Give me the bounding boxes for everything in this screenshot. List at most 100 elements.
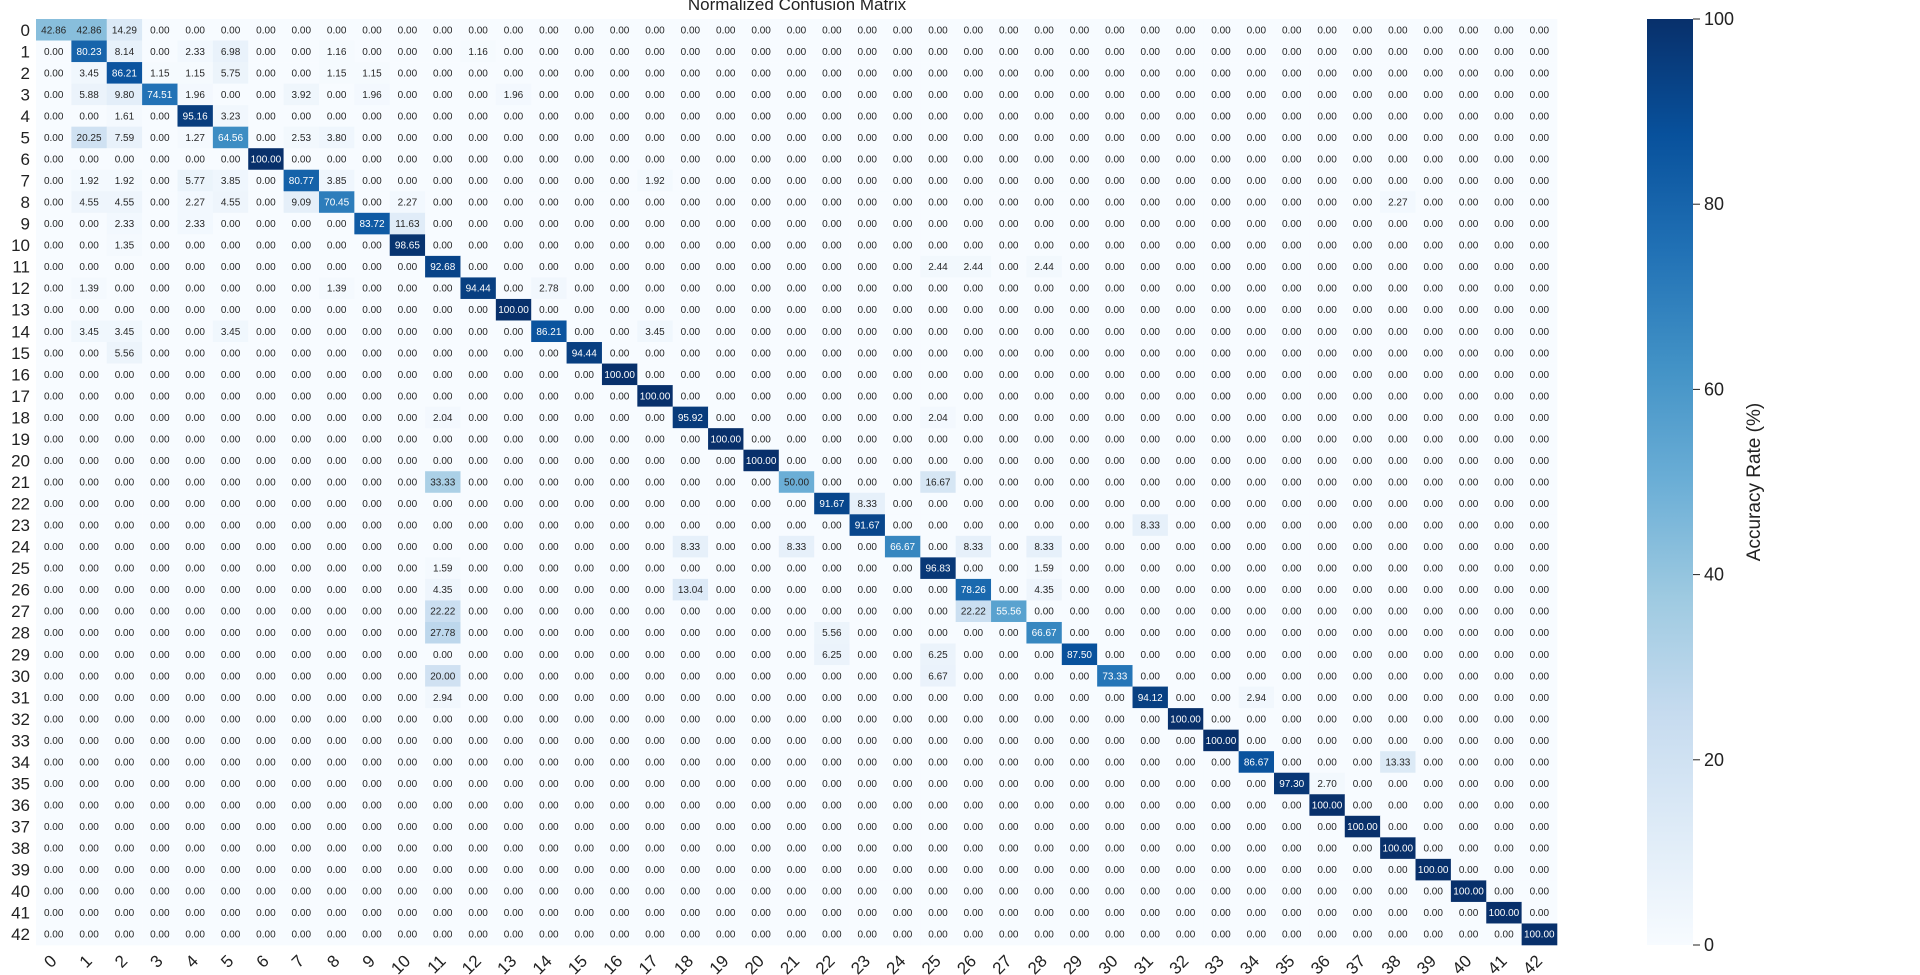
- cell-value-label: 0.00: [716, 671, 736, 682]
- cell-value-label: 0.00: [44, 413, 64, 424]
- cell-value-label: 0.00: [893, 413, 913, 424]
- cell-value-label: 0.00: [1494, 714, 1514, 725]
- cell-value-label: 0.00: [433, 198, 453, 209]
- cell-value-label: 0.00: [398, 90, 418, 101]
- heatmap-cell: [1344, 126, 1381, 149]
- heatmap-cell: [920, 148, 956, 171]
- cell-value-label: 0.00: [1494, 478, 1514, 489]
- cell-value-label: 0.00: [822, 413, 842, 424]
- cell-value-label: 0.00: [1247, 327, 1267, 338]
- cell-value-label: 0.00: [468, 90, 488, 101]
- cell-value-label: 0.00: [1140, 585, 1160, 596]
- cell-value-label: 0.00: [681, 154, 701, 165]
- heatmap-cell: [1026, 126, 1063, 149]
- cell-value-label: 0.00: [1388, 542, 1408, 553]
- cell-value-label: 0.00: [433, 908, 453, 919]
- cell-value-label: 80.23: [77, 47, 102, 58]
- cell-value-label: 0.00: [1282, 564, 1302, 575]
- cell-value-label: 0.00: [398, 68, 418, 79]
- cell-value-label: 0.00: [1176, 133, 1196, 144]
- heatmap-cell: [1486, 191, 1522, 214]
- cell-value-label: 0.00: [1176, 628, 1196, 639]
- cell-value-label: 0.00: [681, 801, 701, 812]
- cell-value-label: 0.00: [115, 714, 135, 725]
- cell-value-label: 87.50: [1067, 650, 1092, 661]
- heatmap-cell: [672, 19, 709, 41]
- cell-value-label: 0.00: [398, 585, 418, 596]
- cell-value-label: 0.00: [1530, 779, 1550, 790]
- cell-value-label: 8.33: [787, 542, 807, 553]
- heatmap-cell: [1203, 148, 1239, 171]
- cell-value-label: 0.00: [610, 284, 630, 295]
- cell-value-label: 0.00: [1494, 413, 1514, 424]
- row-tick-label: 3: [21, 85, 30, 104]
- cell-value-label: 0.00: [327, 801, 347, 812]
- cell-value-label: 0.00: [1317, 90, 1337, 101]
- cell-value-label: 0.00: [1211, 305, 1231, 316]
- cell-value-label: 0.00: [751, 478, 771, 489]
- heatmap-cell: [212, 191, 249, 214]
- cell-value-label: 0.00: [539, 736, 559, 747]
- cell-value-label: 0.00: [398, 434, 418, 445]
- cell-value-label: 0.00: [1459, 822, 1479, 833]
- cell-value-label: 0.00: [645, 736, 665, 747]
- cell-value-label: 0.00: [928, 607, 948, 618]
- heatmap-cell: [1238, 148, 1275, 171]
- cell-value-label: 0.00: [787, 284, 807, 295]
- cell-value-label: 0.00: [610, 671, 630, 682]
- cell-value-label: 0.00: [751, 736, 771, 747]
- cell-value-label: 0.00: [645, 133, 665, 144]
- cell-value-label: 0.00: [504, 650, 524, 661]
- cell-value-label: 0.00: [1282, 714, 1302, 725]
- cell-value-label: 0.00: [575, 736, 595, 747]
- cell-value-label: 0.00: [1459, 198, 1479, 209]
- cell-value-label: 0.00: [539, 499, 559, 510]
- cell-value-label: 0.00: [610, 111, 630, 122]
- cell-value-label: 0.00: [716, 478, 736, 489]
- heatmap-cell: [389, 83, 426, 106]
- column-tick-label: 8: [323, 951, 343, 971]
- cell-value-label: 0.00: [1494, 801, 1514, 812]
- cell-value-label: 0.00: [1034, 176, 1054, 187]
- heatmap-cell: [177, 148, 214, 171]
- cell-value-label: 2.04: [433, 413, 453, 424]
- cell-value-label: 5.75: [221, 68, 241, 79]
- cell-value-label: 1.92: [79, 176, 99, 187]
- cell-value-label: 0.00: [1105, 542, 1125, 553]
- cell-value-label: 0.00: [362, 154, 382, 165]
- cell-value-label: 0.00: [822, 434, 842, 445]
- cell-value-label: 0.00: [292, 693, 312, 704]
- cell-value-label: 0.00: [893, 779, 913, 790]
- cell-value-label: 0.00: [787, 671, 807, 682]
- cell-value-label: 0.00: [787, 348, 807, 359]
- heatmap-cell: [708, 105, 744, 127]
- cell-value-label: 0.00: [115, 801, 135, 812]
- cell-value-label: 0.00: [539, 478, 559, 489]
- cell-value-label: 8.14: [115, 47, 135, 58]
- heatmap-cell: [1203, 212, 1239, 235]
- heatmap-cell: [601, 62, 638, 84]
- cell-value-label: 0.00: [327, 241, 347, 252]
- heatmap-cell: [212, 148, 249, 171]
- cell-value-label: 0.00: [1034, 822, 1054, 833]
- cell-value-label: 0.00: [504, 434, 524, 445]
- cell-value-label: 0.00: [1105, 90, 1125, 101]
- cell-value-label: 0.00: [539, 908, 559, 919]
- cell-value-label: 0.00: [185, 671, 205, 682]
- cell-value-label: 0.00: [292, 348, 312, 359]
- heatmap-cell: [354, 83, 391, 106]
- cell-value-label: 0.00: [1423, 47, 1443, 58]
- cell-value-label: 0.00: [539, 305, 559, 316]
- cell-value-label: 0.00: [645, 348, 665, 359]
- cell-value-label: 0.00: [964, 822, 984, 833]
- cell-value-label: 0.00: [1353, 305, 1373, 316]
- heatmap-cell: [920, 234, 956, 257]
- cell-value-label: 0.00: [1423, 348, 1443, 359]
- cell-value-label: 0.00: [964, 757, 984, 768]
- cell-value-label: 0.00: [292, 714, 312, 725]
- cell-value-label: 0.00: [964, 456, 984, 467]
- cell-value-label: 0.00: [468, 456, 488, 467]
- heatmap-cell: [1415, 105, 1452, 127]
- heatmap-cell: [142, 62, 178, 84]
- cell-value-label: 0.00: [539, 370, 559, 381]
